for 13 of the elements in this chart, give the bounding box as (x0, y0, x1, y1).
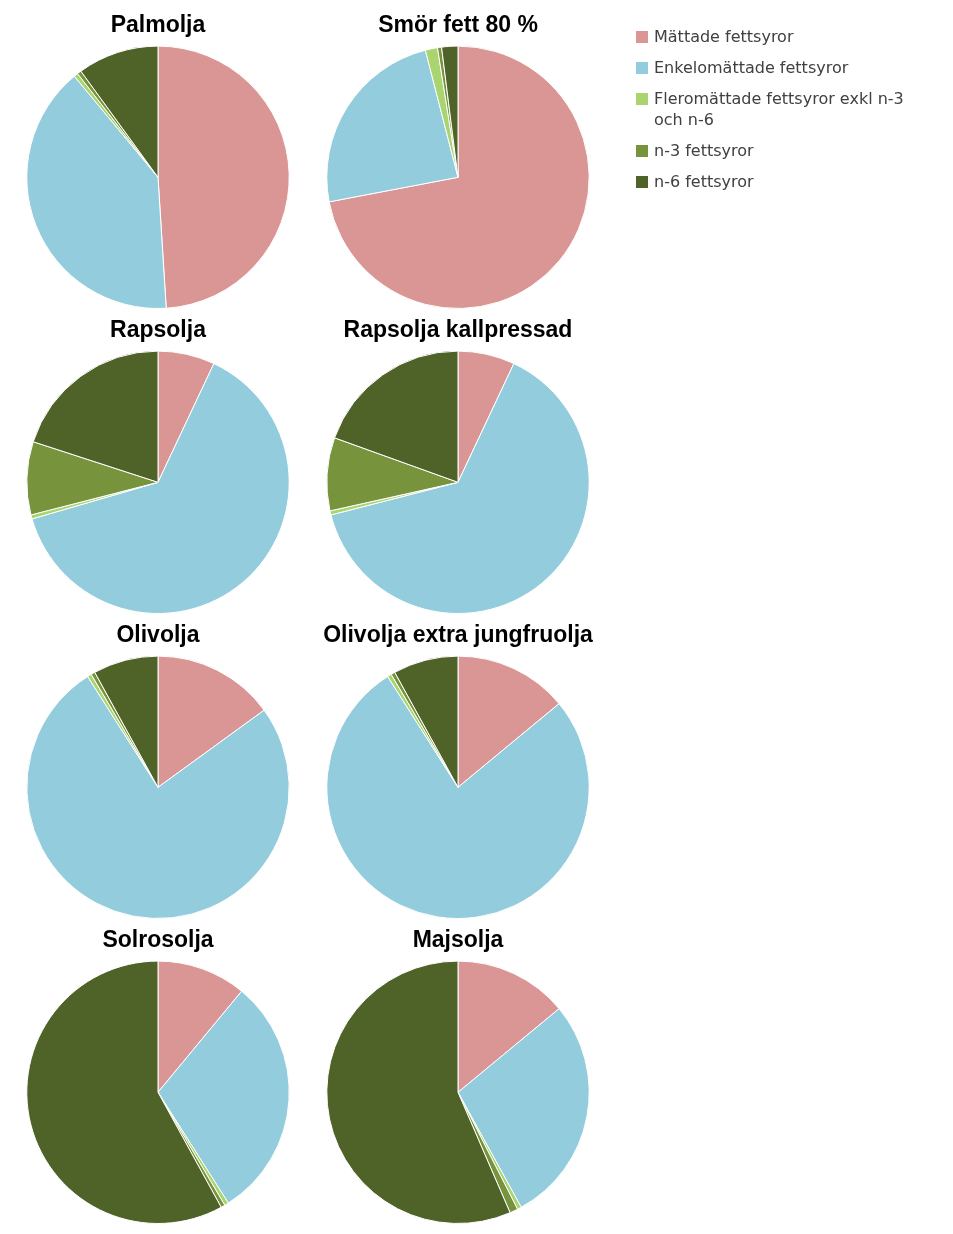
legend-label: n-3 fettsyror (654, 140, 754, 161)
chart-title: Palmolja (110, 11, 206, 38)
chart-title: Rapsolja (110, 316, 207, 343)
legend-label: Mättade fettsyror (654, 26, 794, 47)
legend-label: Fleromättade fettsyror exkl n-3 och n-6 (654, 88, 905, 130)
legend-label: Enkelomättade fettsyror (654, 57, 849, 78)
chart-title: Olivolja extra jungfruolja (323, 621, 594, 648)
chart-title: Majsolja (412, 926, 504, 953)
legend-label: n-6 fettsyror (654, 171, 754, 192)
chart-title: Solrosolja (102, 926, 214, 953)
chart-title: Smör fett 80 % (378, 11, 538, 38)
chart-title: Olivolja (116, 621, 200, 648)
chart-title: Rapsolja kallpressad (343, 316, 573, 343)
